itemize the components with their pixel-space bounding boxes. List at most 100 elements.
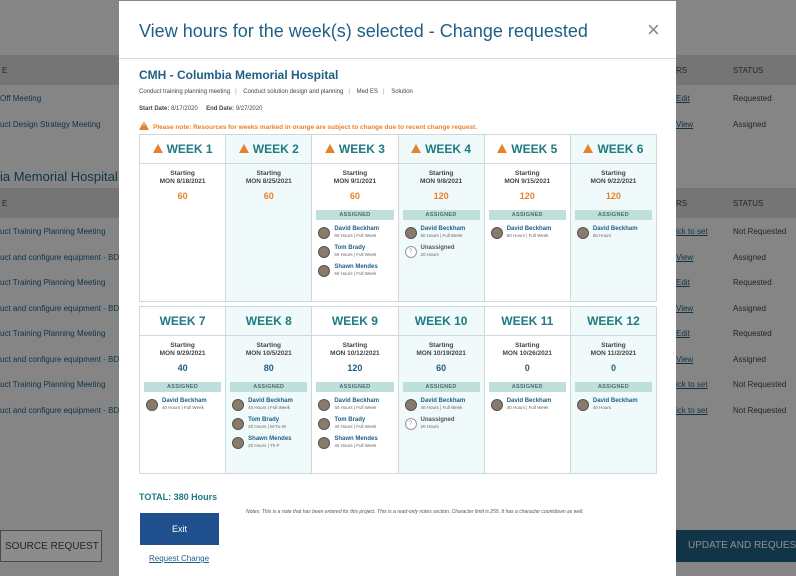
divider [119,58,676,59]
meta-item: Conduct training planning meeting [139,89,231,95]
bg-row-link[interactable]: View [676,303,694,313]
resource-detail: 20 Hours [420,252,439,257]
resource-name[interactable]: Shawn Mendes [334,264,378,270]
week-hours: 60 [436,363,447,373]
bg-row-label: uct Training Planning Meeting [0,227,106,236]
resource-info: David Beckham 40 Hours [593,398,638,410]
week-title: WEEK 10 [414,314,468,328]
close-icon[interactable]: × [647,17,660,42]
avatar [490,227,503,239]
resource-info: Tom Brady 60 Hours | Full Week [334,245,376,257]
source-request-button[interactable]: SOURCE REQUEST [0,530,102,562]
resource-name: Unassigned [420,245,455,251]
bg-row-link[interactable]: View [676,119,694,129]
starting-label: Starting [428,170,454,177]
week-card: WEEK 7 Starting MON 9/29/2021 40 ASSIGNED Dav… [140,307,227,473]
starting-label: Starting [601,170,626,177]
resource-name[interactable]: David Beckham [248,398,293,404]
unassigned-icon: ? [404,418,417,430]
week-hours: 0 [524,363,530,373]
resource-item: David Beckham 40 Hours | Full Week [232,398,311,411]
update-request-button[interactable]: UPDATE AND REQUEST RE [676,530,796,562]
resource-info: Tom Brady 40 Hours | Full Week [334,417,376,429]
bg-row-status: Assigned [733,303,766,313]
resource-name[interactable]: Shawn Mendes [334,436,378,442]
resource-name[interactable]: Shawn Mendes [248,436,292,442]
resource-detail: 60 Hours | Full Week [334,252,377,257]
resource-item: Tom Brady 60 Hours | Full Week [318,245,397,258]
bg-row-link[interactable]: View [676,354,694,364]
week-date: MON 9/22/2021 [590,178,637,185]
resource-name[interactable]: David Beckham [506,226,552,232]
bg-row-link[interactable]: View [676,252,694,262]
resource-item: David Beckham 40 Hours | Full Week [404,398,484,411]
assigned-bar: ASSIGNED [488,382,566,392]
avatar [232,399,245,411]
avatar [490,399,503,411]
week-header: WEEK 10 [398,307,484,336]
week-hours: 80 [263,363,274,373]
resource-detail: 60 Hours [592,233,612,238]
resource-name[interactable]: David Beckham [420,398,466,404]
bg-row-link[interactable]: Edit [676,278,690,287]
starting-label: Starting [256,170,282,177]
end-date-label: End Date: [206,106,235,112]
bg-row-link[interactable]: Edit [676,94,690,103]
resource-info: David Beckham 40 Hours | Full Week [421,398,466,410]
start-date-value: 8/17/2020 [171,106,198,112]
assigned-bar: ASSIGNED [574,210,653,220]
starting-label: Starting [601,342,626,349]
resource-name[interactable]: David Beckham [592,226,638,232]
avatar [576,399,589,411]
week-title: WEEK 9 [331,314,378,328]
starting-label: Starting [428,342,454,349]
week-date: MON 10/5/2021 [245,350,292,357]
resource-info: David Beckham 60 Hours | Full Week [334,226,379,238]
bg-col-header: E [2,66,8,75]
resource-name[interactable]: David Beckham [162,398,207,404]
bg-row-link[interactable]: ick to set [676,380,708,389]
bg-row-link[interactable]: ick to set [676,227,708,236]
resource-name[interactable]: Tom Brady [248,417,280,423]
resource-name[interactable]: David Beckham [334,398,380,404]
request-change-link[interactable]: Request Change [149,554,210,563]
hospital-name: CMH - Columbia Memorial Hospital [139,68,339,82]
week-date: MON 10/26/2021 [502,350,553,357]
resource-name[interactable]: David Beckham [420,226,466,232]
starting-label: Starting [256,342,282,349]
week-title: WEEK 1 [166,142,213,156]
change-note: Please note: Resources for weeks marked … [139,121,477,131]
resource-name[interactable]: David Beckham [592,398,638,404]
end-date-value: 9/27/2020 [235,106,263,112]
starting-label: Starting [514,342,540,349]
bg-row-link[interactable]: Edit [676,329,690,338]
resource-detail: 60 Hours | Full Week [420,233,463,238]
resource-info: Unassigned 20 Hours [421,245,455,257]
resource-name[interactable]: David Beckham [334,226,380,232]
exit-button[interactable]: Exit [140,513,219,545]
resource-item: David Beckham 60 Hours | Full Week [404,226,484,239]
resource-name[interactable]: Tom Brady [334,417,366,423]
assigned-bar: ASSIGNED [144,382,222,392]
week-hours: 60 [177,191,188,201]
resource-info: David Beckham 60 Hours | Full Week [507,226,552,238]
week-date: MON 11/2/2021 [590,350,637,357]
resource-detail: 40 Hours | Full Week [420,405,463,410]
bg-row-link[interactable]: ick to set [676,405,708,415]
resource-detail: 60 Hours | Full Week [334,271,377,276]
meta-item: Conduct solution design and planning [243,89,344,95]
resource-detail: 40 Hours | Full Week [334,405,377,410]
bg-row-label: uct and configure equipment - BD [0,354,120,364]
bg-row-status: Assigned [733,354,766,364]
resource-detail: 40 Hours | Full Week [334,424,377,429]
week-date: MON 8/25/2021 [245,178,292,185]
assigned-bar: ASSIGNED [316,210,394,220]
week-header: WEEK 6 [570,135,657,173]
unassigned-icon: ? [404,246,417,258]
resource-name[interactable]: Tom Brady [334,245,366,251]
resource-name[interactable]: David Beckham [506,398,552,404]
modal-title: View hours for the week(s) selected - Ch… [139,21,588,41]
